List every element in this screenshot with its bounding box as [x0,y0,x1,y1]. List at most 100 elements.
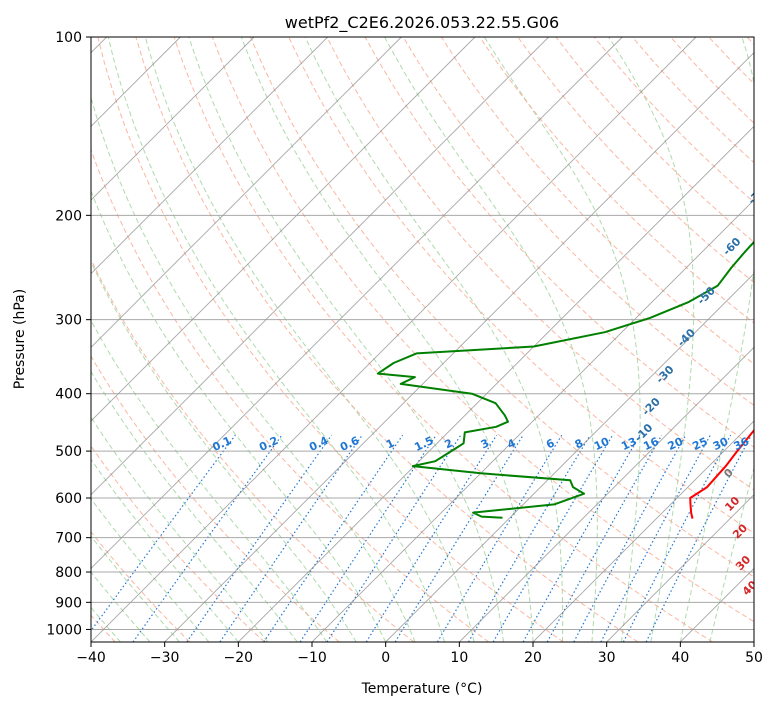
moist-adiabat-line [384,37,598,642]
dry-adiabat-line [91,355,340,642]
dry-adiabat-line [135,37,639,642]
moist-adiabat-line [304,37,564,642]
y-tick-label: 500 [55,444,82,460]
mixing-ratio-lines [91,434,752,642]
chart-title: wetPf2_C2E6.2026.053.22.55.G06 [285,13,559,33]
moist-adiabats [91,37,754,642]
dry-adiabat-line [97,37,564,642]
dry-adiabat-line [250,37,754,578]
mixing-ratio-line [573,434,687,642]
dry-adiabat-line [402,37,754,406]
isotherm-line [91,37,328,275]
y-axis-ticks: 100 200 300 400 500 600 700 800 900 1000 [46,30,91,638]
isotherm-line [91,37,697,642]
pressure-gridlines [91,37,754,630]
mixing-ratio-line [622,434,732,642]
moist-adiabat-line [91,458,239,642]
dry-adiabat-line [91,531,191,642]
mixing-ratio-line [91,434,236,632]
mixing-ratio-line [436,434,563,642]
dry-adiabats [91,37,754,642]
moist-adiabat-line [144,37,475,642]
mixing-ratio-line [186,434,333,642]
mixing-ratio-label: 10 [592,435,612,453]
moist-adiabat-line [608,37,695,642]
temperature-line [689,428,754,519]
mixing-ratio-line [522,434,641,642]
x-axis-ticks: −40 −30 −20 −10 0 10 20 30 40 50 [76,642,763,666]
mixing-ratio-label: 25 [690,435,709,453]
dewpoint-line [376,240,754,519]
moist-adiabat-line [91,319,328,642]
y-tick-label: 800 [55,565,82,581]
isotherm-line [311,199,754,642]
x-tick-label: −30 [150,650,180,666]
moist-adiabat-line [91,416,269,642]
isotherm-line [91,37,476,422]
profile-series [376,240,754,519]
dry-adiabat-line [91,148,489,642]
mixing-ratio-line [645,434,752,642]
dry-adiabat-line [211,37,754,623]
mixing-ratio-label: 36 [732,435,752,453]
x-axis-label: Temperature (°C) [361,681,483,697]
x-tick-label: 40 [671,650,689,666]
isotherm-line [91,37,255,201]
isotherm-line [385,273,754,642]
y-tick-label: 200 [55,208,82,224]
dry-adiabat-line [440,37,754,365]
moist-adiabat-line [483,37,641,642]
isotherm-line [91,37,623,569]
isotherm-line [238,125,754,642]
mixing-ratio-line [326,434,462,642]
moist-adiabat-line [709,466,754,642]
x-tick-label: 10 [450,650,468,666]
mixing-ratio-label: 13 [619,435,638,453]
x-tick-label: −20 [224,650,254,666]
moist-adiabat-line [91,260,357,642]
y-tick-label: 100 [55,30,82,46]
dry-adiabat-line [173,37,713,642]
mixing-ratio-line [546,434,663,642]
dry-adiabat-line [91,258,415,642]
x-tick-label: −10 [297,650,327,666]
x-tick-label: 30 [598,650,616,666]
moist-adiabat-line [188,37,504,642]
mixing-ratio-label: 16 [641,435,661,453]
x-tick-label: −40 [76,650,106,666]
x-tick-label: 20 [524,650,542,666]
y-tick-label: 700 [55,531,82,547]
dry-adiabat-label: -70 [745,184,768,207]
mixing-ratio-label: 30 [711,435,731,453]
dry-adiabat-line [91,445,265,642]
mixing-ratio-label: 20 [666,435,686,453]
dry-adiabat-line [517,37,754,284]
isotherm-line [91,37,549,496]
y-tick-label: 400 [55,387,82,403]
y-tick-label: 900 [55,595,82,611]
moist-adiabat-line [240,37,534,642]
y-tick-label: 600 [55,491,82,507]
y-tick-label: 300 [55,313,82,329]
mixing-ratio-line [467,434,591,642]
isotherms [91,37,754,642]
isotherm-line [459,346,754,642]
y-tick-label: 1000 [46,622,82,638]
isotherm-line [164,52,754,642]
isotherm-line [532,420,754,642]
moist-adiabat-line [107,37,446,642]
moist-adiabat-line [91,189,387,642]
isotherm-line [606,494,754,642]
x-tick-label: 0 [381,650,390,666]
y-axis-label: Pressure (hPa) [12,289,28,389]
mixing-ratio-line [219,434,363,642]
plot-area: -100-90-80-70-60-50-40-30-20-10010203040… [91,37,768,642]
dry-adiabat-line [326,37,754,491]
plot-frame [90,36,755,643]
isotherm-line [91,37,402,348]
mixing-ratio-line [492,434,614,642]
mixing-ratio-line [365,434,498,642]
x-tick-label: 50 [745,650,763,666]
